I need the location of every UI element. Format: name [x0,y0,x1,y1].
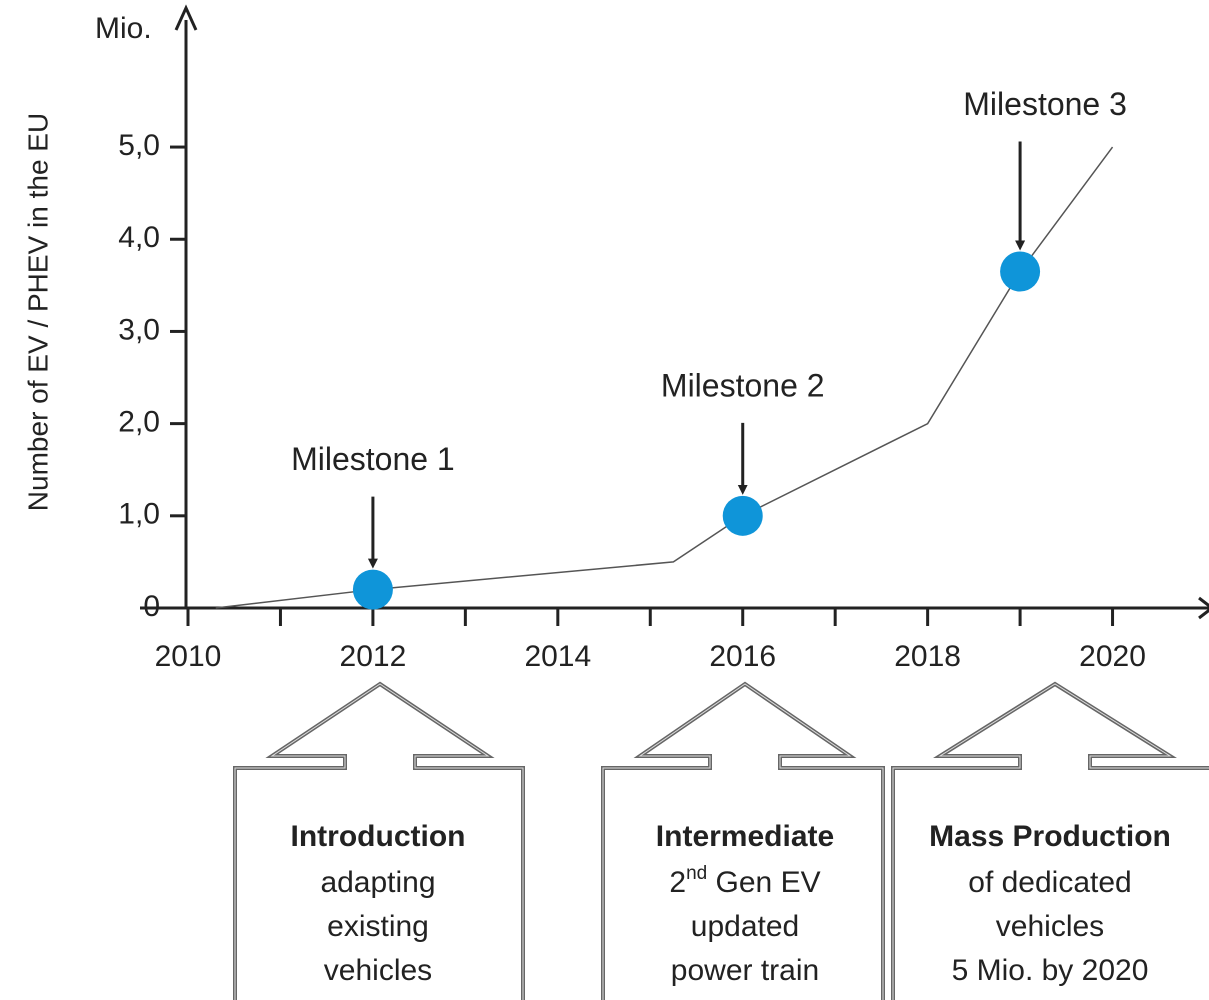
phase-line: adapting [320,866,435,899]
phase-line-part: 2 [669,866,686,899]
phase-line: 5 Mio. by 2020 [952,954,1149,987]
milestone-point [352,569,393,610]
y-tick-label: 5,0 [118,129,160,162]
y-tick-label: 2,0 [118,406,160,439]
phase-line-part: Gen EV [707,866,820,899]
milestone-label: Milestone 3 [963,86,1127,122]
x-axis-arrow [1198,596,1209,620]
phase-box-inner [602,683,884,1000]
phase-box-inner [892,683,1209,1000]
y-tick-label: 3,0 [118,313,160,346]
y-tick-label: 1,0 [118,498,160,531]
y-tick-label: 4,0 [118,221,160,254]
phase-title: Introduction [291,820,466,853]
x-tick-label: 2018 [894,640,961,673]
x-tick-label: 2012 [340,640,407,673]
x-tick-label: 2016 [709,640,776,673]
phase-line: vehicles [324,954,432,987]
phase-title: Intermediate [656,820,834,853]
milestone-label: Milestone 2 [661,367,825,403]
milestone-point [722,495,763,536]
phase-line: vehicles [996,910,1104,943]
phase-line: power train [671,954,819,987]
phase-line: updated [691,910,799,943]
x-tick-label: 2020 [1079,640,1146,673]
phase-line: existing [327,910,429,943]
y-axis-label: Number of EV / PHEV in the EU [22,113,53,511]
phase-box-inner [234,683,524,1000]
phase-title: Mass Production [929,820,1171,853]
phase-line: 2nd Gen EV [669,863,820,899]
y-axis-arrow [174,4,198,31]
milestone-label: Milestone 1 [291,441,455,477]
x-tick-label: 2010 [155,640,222,673]
x-tick-label: 2014 [524,640,591,673]
y-unit: Mio. [95,12,152,45]
milestone-point [1000,251,1041,292]
superscript: nd [686,863,707,884]
phase-line: of dedicated [968,866,1131,899]
y-tick-label: 0 [143,590,160,623]
